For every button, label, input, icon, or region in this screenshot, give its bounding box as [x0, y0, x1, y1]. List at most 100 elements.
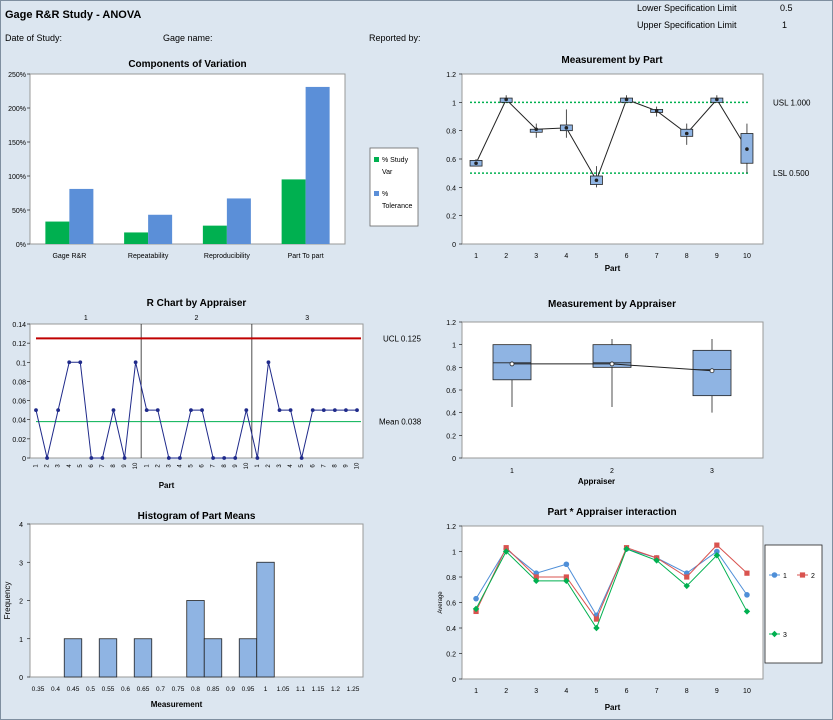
series-point-3 [472, 605, 480, 613]
y-tick-label: 0.4 [446, 411, 456, 418]
legend-label-cont: Var [382, 169, 393, 176]
components-of-variation-chart: 0% 50% 100% 150% 200% 250% Gage R&R Repeatabili… [8, 72, 419, 260]
y-tick-label: 1.2 [446, 72, 456, 79]
x-tick-label: 9 [715, 253, 719, 260]
x-tick-label: 8 [332, 464, 338, 468]
x-tick-label: 1.1 [296, 686, 305, 693]
x-tick-label: 1.15 [312, 686, 325, 693]
y-tick-label: 0.2 [446, 214, 456, 221]
y-tick-label: 0% [16, 242, 26, 249]
x-tick-label: 5 [299, 464, 305, 468]
x-tick-label: 10 [355, 462, 361, 469]
x-tick-label: 6 [89, 464, 95, 468]
y-tick-label: 1 [452, 100, 456, 107]
range-point [288, 408, 293, 413]
x-tick-label: 9 [344, 464, 350, 468]
x-tick-label: 2 [504, 688, 508, 695]
mean-point [715, 97, 719, 102]
x-tick-label: 0.55 [102, 686, 115, 693]
x-tick-label: 1 [474, 253, 478, 260]
x-tick-label: 10 [743, 688, 751, 695]
bar-tolerance [226, 198, 251, 244]
x-tick-label: 4 [288, 464, 294, 468]
x-tick-label: 3 [534, 688, 538, 695]
legend-marker [799, 572, 806, 578]
mean-point [504, 97, 508, 102]
series-point-2 [503, 545, 509, 551]
y-tick-label: 250% [8, 72, 26, 79]
x-tick-label: 1 [34, 464, 40, 468]
x-tick-label: 0.8 [191, 686, 200, 693]
range-point [344, 408, 348, 413]
range-point [67, 360, 72, 365]
range-point [34, 408, 38, 413]
x-axis-label: Appraiser [578, 477, 615, 486]
mean-point [745, 147, 749, 151]
y-tick-label: 100% [8, 174, 26, 181]
range-point [299, 456, 304, 460]
range-point [277, 408, 282, 413]
x-tick-label: 8 [685, 253, 689, 260]
x-axis-label: Part [159, 481, 175, 490]
category-label: Part To part [288, 253, 324, 260]
mean-point [534, 127, 539, 132]
range-point [111, 408, 116, 413]
x-tick-label: 1.2 [331, 686, 340, 693]
mean-point [509, 361, 515, 367]
histogram-of-part-means: 0 1 2 3 4 0.35 0.4 0.45 0.5 0.55 0.6 0.65 0.7 0.75 0.8… [3, 522, 364, 709]
lsl-header-value: 0.5 [780, 3, 793, 13]
x-tick-label: 0.75 [172, 686, 185, 693]
range-point [100, 456, 105, 460]
range-point [310, 408, 315, 413]
x-tick-label: 8 [685, 688, 689, 695]
x-tick-label: 0.85 [207, 686, 220, 693]
range-point [255, 456, 260, 460]
y-tick-label: 0.8 [446, 575, 456, 582]
y-tick-label: 0.8 [446, 365, 456, 372]
x-tick-label: 9 [233, 464, 239, 468]
y-tick-label: 1 [19, 637, 23, 644]
legend-label: 2 [811, 573, 815, 580]
ucl-label: UCL 0.125 [383, 334, 422, 343]
histogram-bar [256, 561, 275, 678]
plot-area [461, 525, 764, 680]
series-point-2 [563, 574, 569, 580]
y-tick-label: 1 [452, 550, 456, 557]
histogram-bar [238, 638, 258, 678]
x-tick-label: 1 [264, 686, 268, 693]
mean-point [564, 126, 569, 130]
mean-connect-line [475, 98, 748, 182]
y-tick-label: 150% [8, 140, 26, 147]
lsl-header-label: Lower Specification Limit [637, 3, 737, 13]
plot-area [29, 323, 364, 459]
x-tick-label: 4 [67, 464, 73, 468]
legend-swatch [374, 191, 379, 196]
range-point [133, 360, 138, 365]
histogram-title: Histogram of Part Means [137, 511, 256, 522]
x-tick-label: 1 [144, 464, 150, 468]
group-label: 3 [305, 315, 309, 322]
box [592, 344, 632, 368]
series-point-2 [684, 574, 690, 580]
range-point [89, 456, 94, 460]
x-tick-label: 6 [625, 253, 629, 260]
range-point [155, 408, 160, 413]
bar-study-var [281, 179, 306, 244]
part-appraiser-interaction-chart: 0 0.2 0.4 0.6 0.8 1 1.2 1 2 3 4 5 6 7 8 9 10 Average Part 1… [438, 524, 823, 712]
x-tick-label: 3 [534, 253, 538, 260]
y-tick-label: 0.2 [446, 652, 456, 659]
x-tick-label: 0.45 [67, 686, 80, 693]
category-label: Reproducibility [204, 253, 250, 260]
y-tick-label: 0 [452, 677, 456, 684]
x-axis-label: Part [605, 703, 621, 712]
x-tick-label: 7 [211, 464, 217, 468]
y-tick-label: 200% [8, 106, 26, 113]
bar-study-var [124, 232, 149, 244]
category-label: Gage R&R [52, 253, 86, 260]
x-tick-label: 1.05 [277, 686, 290, 693]
y-tick-label: 0 [452, 242, 456, 249]
x-tick-label: 7 [655, 253, 659, 260]
x-tick-label: 7 [655, 688, 659, 695]
mean-point [684, 131, 689, 136]
range-point [189, 408, 193, 413]
